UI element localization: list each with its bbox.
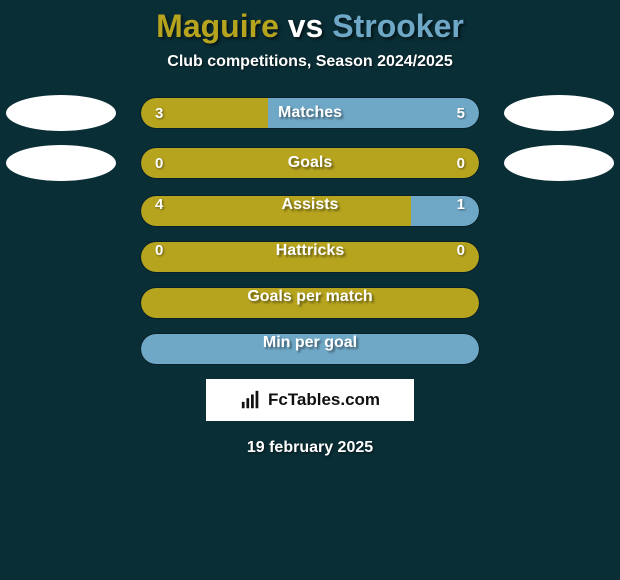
team-badge-right [504,95,614,131]
stat-label: Assists [141,196,479,214]
stat-row: 4 1 Assists [140,195,480,227]
stat-row: 3 5 Matches [0,95,620,131]
stat-row: 0 0 Goals [0,145,620,181]
date-text: 19 february 2025 [0,439,620,457]
stat-row: Goals per match [140,287,480,319]
stats-container: 3 5 Matches 0 0 Goals 4 1 Assists [0,95,620,365]
bars-icon [240,389,262,411]
subtitle: Club competitions, Season 2024/2025 [0,53,620,71]
stat-label: Goals per match [141,288,479,306]
stat-bar: 3 5 Matches [140,97,480,129]
comparison-infographic: Maguire vs Strooker Club competitions, S… [0,0,620,457]
watermark: FcTables.com [206,379,414,421]
stat-row: 0 0 Hattricks [140,241,480,273]
page-title: Maguire vs Strooker [0,8,620,45]
player2-name: Strooker [332,8,464,44]
stat-label: Matches [141,104,479,122]
stat-label: Min per goal [141,334,479,352]
stat-row: Min per goal [140,333,480,365]
team-badge-left [6,95,116,131]
player1-name: Maguire [156,8,279,44]
stat-bar: 0 0 Goals [140,147,480,179]
team-badge-left [6,145,116,181]
watermark-text: FcTables.com [268,390,380,410]
team-badge-right [504,145,614,181]
stat-label: Hattricks [141,242,479,260]
vs-text: vs [288,8,332,44]
stat-label: Goals [141,154,479,172]
